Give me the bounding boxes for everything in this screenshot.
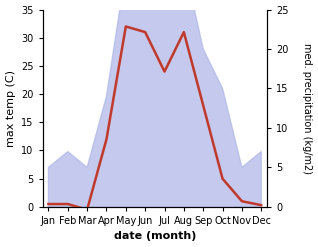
Y-axis label: max temp (C): max temp (C) [5, 70, 16, 147]
Y-axis label: med. precipitation (kg/m2): med. precipitation (kg/m2) [302, 43, 313, 174]
X-axis label: date (month): date (month) [114, 231, 196, 242]
